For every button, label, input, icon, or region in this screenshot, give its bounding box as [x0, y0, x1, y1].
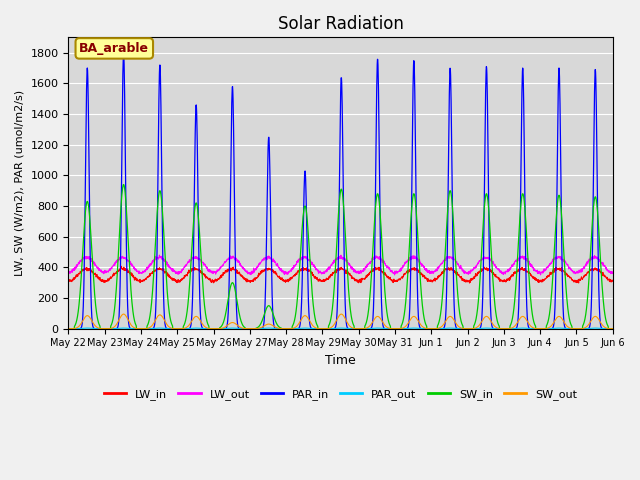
Legend: LW_in, LW_out, PAR_in, PAR_out, SW_in, SW_out: LW_in, LW_out, PAR_in, PAR_out, SW_in, S…: [100, 385, 582, 405]
PAR_out: [609, 326, 616, 332]
LW_in: [466, 280, 474, 286]
PAR_in: [356, 326, 364, 332]
SW_in: [120, 181, 127, 187]
LW_out: [609, 270, 616, 276]
LW_in: [499, 279, 507, 285]
SW_out: [609, 326, 616, 332]
SW_out: [356, 326, 364, 332]
SW_in: [369, 259, 376, 265]
SW_in: [609, 326, 616, 332]
SW_in: [65, 326, 72, 332]
PAR_out: [216, 326, 224, 332]
LW_out: [369, 255, 376, 261]
SW_out: [561, 320, 568, 326]
LW_out: [499, 270, 507, 276]
Line: SW_out: SW_out: [68, 314, 612, 329]
PAR_out: [368, 325, 376, 331]
Line: LW_in: LW_in: [68, 266, 612, 283]
LW_out: [216, 265, 224, 271]
SW_out: [120, 311, 127, 317]
LW_out: [156, 252, 163, 258]
Line: PAR_in: PAR_in: [68, 53, 612, 329]
LW_out: [561, 259, 569, 265]
PAR_in: [576, 326, 584, 332]
PAR_out: [356, 326, 364, 332]
SW_out: [216, 325, 224, 331]
LW_in: [577, 276, 584, 282]
PAR_in: [561, 324, 568, 330]
X-axis label: Time: Time: [325, 354, 356, 367]
PAR_in: [369, 323, 376, 328]
LW_in: [561, 269, 569, 275]
Line: SW_in: SW_in: [68, 184, 612, 329]
SW_in: [499, 326, 507, 332]
PAR_in: [65, 326, 72, 332]
LW_in: [369, 268, 376, 274]
LW_in: [356, 277, 364, 283]
PAR_out: [499, 326, 506, 332]
LW_out: [356, 269, 364, 275]
SW_in: [561, 266, 568, 272]
LW_out: [65, 271, 72, 276]
SW_in: [216, 324, 224, 330]
SW_in: [576, 326, 584, 332]
SW_out: [576, 326, 584, 332]
LW_in: [65, 278, 72, 284]
PAR_out: [561, 325, 568, 331]
SW_out: [499, 326, 507, 332]
Line: LW_out: LW_out: [68, 255, 612, 275]
Y-axis label: LW, SW (W/m2), PAR (umol/m2/s): LW, SW (W/m2), PAR (umol/m2/s): [15, 90, 25, 276]
SW_in: [356, 326, 364, 332]
LW_out: [391, 272, 399, 278]
PAR_in: [216, 326, 224, 332]
PAR_in: [609, 326, 616, 332]
LW_in: [216, 273, 224, 279]
LW_in: [609, 278, 616, 284]
SW_out: [369, 320, 376, 325]
Text: BA_arable: BA_arable: [79, 42, 149, 55]
LW_out: [577, 268, 584, 274]
PAR_out: [591, 325, 599, 331]
LW_in: [117, 264, 125, 269]
Line: PAR_out: PAR_out: [68, 328, 612, 329]
PAR_out: [576, 326, 584, 332]
SW_out: [65, 326, 72, 332]
Title: Solar Radiation: Solar Radiation: [278, 15, 403, 33]
PAR_in: [120, 50, 127, 56]
PAR_in: [499, 326, 507, 332]
PAR_out: [65, 326, 72, 332]
